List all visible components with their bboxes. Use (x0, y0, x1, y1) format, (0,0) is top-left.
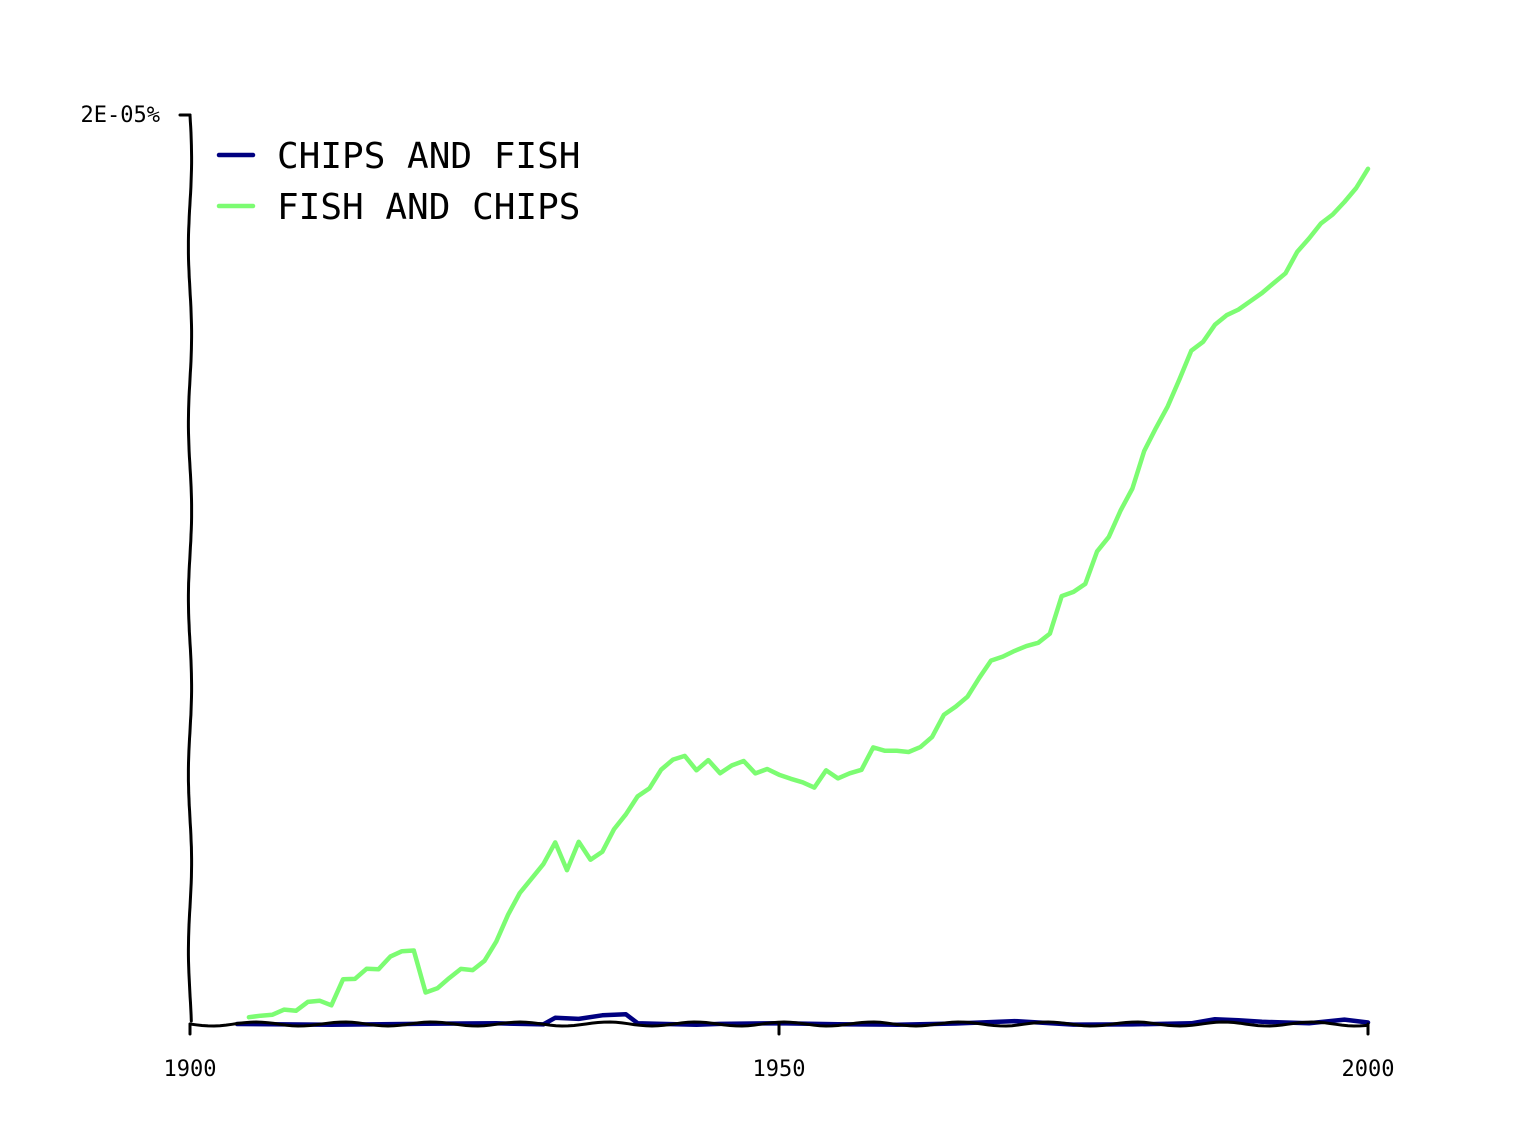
y-tick-label: 2E-05% (81, 103, 160, 128)
x-tick-labels: 1900 1950 2000 (164, 1057, 1395, 1082)
series-layer (234, 166, 1371, 1028)
x-tick-marks (188, 1022, 1370, 1036)
legend-label: CHIPS AND FISH (277, 136, 580, 177)
x-tick-label: 1950 (753, 1057, 806, 1082)
x-axis (188, 1020, 1368, 1028)
legend: CHIPS AND FISH FISH AND CHIPS (216, 136, 580, 228)
series-line-1 (234, 1012, 1371, 1028)
series-line-2 (246, 166, 1371, 1020)
legend-label: FISH AND CHIPS (277, 187, 580, 228)
y-axis (186, 113, 194, 1023)
x-tick-label: 2000 (1342, 1057, 1395, 1082)
y-tick-layer: 2E-05% (81, 103, 192, 128)
x-tick-label: 1900 (164, 1057, 217, 1082)
